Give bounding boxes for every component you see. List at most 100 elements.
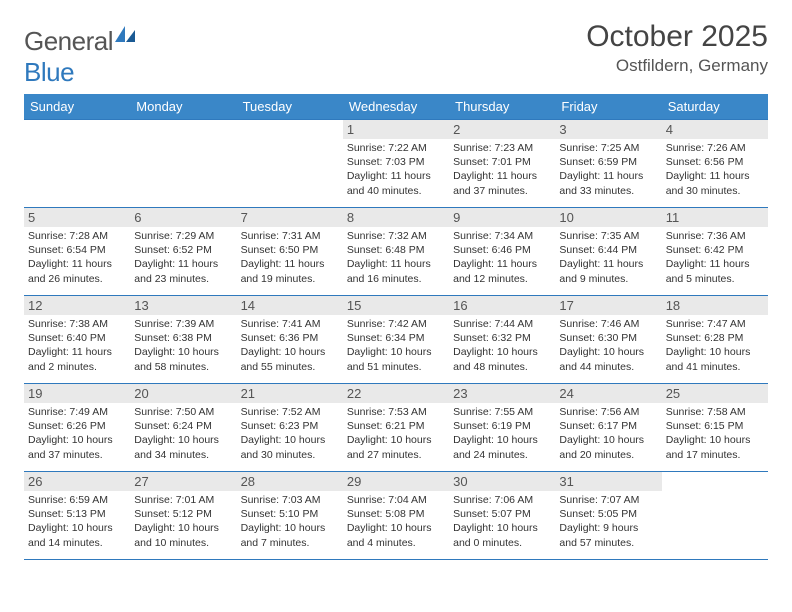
daylight-line: Daylight: 10 hours and 27 minutes. — [347, 433, 445, 461]
daylight-line: Daylight: 11 hours and 23 minutes. — [134, 257, 232, 285]
dow-row: Sunday Monday Tuesday Wednesday Thursday… — [24, 94, 768, 120]
daylight-line: Daylight: 11 hours and 30 minutes. — [666, 169, 764, 197]
sunrise-line: Sunrise: 7:38 AM — [28, 317, 126, 331]
sunrise-line: Sunrise: 7:47 AM — [666, 317, 764, 331]
day-cell: 16Sunrise: 7:44 AMSunset: 6:32 PMDayligh… — [449, 296, 555, 384]
title-block: October 2025 Ostfildern, Germany — [586, 20, 768, 76]
week-row: 19 Sunrise: 7:49 AMSunset: 6:26 PMDayligh… — [24, 384, 768, 472]
day-info: Sunrise: 7:22 AMSunset: 7:03 PMDaylight:… — [347, 141, 445, 198]
sunset-line: Sunset: 6:44 PM — [559, 243, 657, 257]
daylight-line: Daylight: 10 hours and 17 minutes. — [666, 433, 764, 461]
day-cell: 12Sunrise: 7:38 AMSunset: 6:40 PMDayligh… — [24, 296, 130, 384]
day-number: 26 — [24, 472, 130, 491]
location: Ostfildern, Germany — [586, 56, 768, 76]
daylight-line: Daylight: 10 hours and 20 minutes. — [559, 433, 657, 461]
daylight-line: Daylight: 11 hours and 9 minutes. — [559, 257, 657, 285]
sunrise-line: Sunrise: 7:03 AM — [241, 493, 339, 507]
sail-icon — [113, 24, 137, 44]
day-info: Sunrise: 7:49 AMSunset: 6:26 PMDaylight:… — [28, 405, 126, 462]
daylight-line: Daylight: 10 hours and 37 minutes. — [28, 433, 126, 461]
sunset-line: Sunset: 5:10 PM — [241, 507, 339, 521]
sunrise-line: Sunrise: 7:42 AM — [347, 317, 445, 331]
day-cell: 22Sunrise: 7:53 AMSunset: 6:21 PMDayligh… — [343, 384, 449, 472]
day-info: Sunrise: 7:50 AMSunset: 6:24 PMDaylight:… — [134, 405, 232, 462]
daylight-line: Daylight: 10 hours and 24 minutes. — [453, 433, 551, 461]
sunset-line: Sunset: 5:08 PM — [347, 507, 445, 521]
dow-saturday: Saturday — [662, 94, 768, 120]
day-info: Sunrise: 7:06 AMSunset: 5:07 PMDaylight:… — [453, 493, 551, 550]
sunset-line: Sunset: 6:56 PM — [666, 155, 764, 169]
day-number: 11 — [662, 208, 768, 227]
day-cell: 23 Sunrise: 7:55 AMSunset: 6:19 PMDayligh… — [449, 384, 555, 472]
day-number: 23 — [449, 384, 555, 403]
day-number: 27 — [130, 472, 236, 491]
sunrise-line: Sunrise: 7:41 AM — [241, 317, 339, 331]
day-cell: 10Sunrise: 7:35 AMSunset: 6:44 PMDayligh… — [555, 208, 661, 296]
sunset-line: Sunset: 6:50 PM — [241, 243, 339, 257]
sunrise-line: Sunrise: 7:06 AM — [453, 493, 551, 507]
day-cell — [24, 120, 130, 208]
calendar-table: Sunday Monday Tuesday Wednesday Thursday… — [24, 94, 768, 560]
daylight-line: Daylight: 11 hours and 33 minutes. — [559, 169, 657, 197]
day-number: 6 — [130, 208, 236, 227]
sunset-line: Sunset: 6:54 PM — [28, 243, 126, 257]
day-cell: 18Sunrise: 7:47 AMSunset: 6:28 PMDayligh… — [662, 296, 768, 384]
daylight-line: Daylight: 11 hours and 19 minutes. — [241, 257, 339, 285]
sunrise-line: Sunrise: 7:55 AM — [453, 405, 551, 419]
sunset-line: Sunset: 6:36 PM — [241, 331, 339, 345]
day-info: Sunrise: 7:38 AMSunset: 6:40 PMDaylight:… — [28, 317, 126, 374]
day-number: 20 — [130, 384, 236, 403]
sunset-line: Sunset: 6:52 PM — [134, 243, 232, 257]
day-info: Sunrise: 7:58 AMSunset: 6:15 PMDaylight:… — [666, 405, 764, 462]
day-info: Sunrise: 7:01 AMSunset: 5:12 PMDaylight:… — [134, 493, 232, 550]
day-cell: 13Sunrise: 7:39 AMSunset: 6:38 PMDayligh… — [130, 296, 236, 384]
day-info: Sunrise: 7:55 AMSunset: 6:19 PMDaylight:… — [453, 405, 551, 462]
day-number: 5 — [24, 208, 130, 227]
day-number: 4 — [662, 120, 768, 139]
sunset-line: Sunset: 6:26 PM — [28, 419, 126, 433]
sunrise-line: Sunrise: 7:53 AM — [347, 405, 445, 419]
day-number: 24 — [555, 384, 661, 403]
daylight-line: Daylight: 10 hours and 48 minutes. — [453, 345, 551, 373]
sunrise-line: Sunrise: 7:23 AM — [453, 141, 551, 155]
day-number: 8 — [343, 208, 449, 227]
daylight-line: Daylight: 11 hours and 5 minutes. — [666, 257, 764, 285]
day-number: 10 — [555, 208, 661, 227]
day-cell: 14Sunrise: 7:41 AMSunset: 6:36 PMDayligh… — [237, 296, 343, 384]
sunset-line: Sunset: 6:32 PM — [453, 331, 551, 345]
day-cell: 20 Sunrise: 7:50 AMSunset: 6:24 PMDayligh… — [130, 384, 236, 472]
dow-tuesday: Tuesday — [237, 94, 343, 120]
sunset-line: Sunset: 6:15 PM — [666, 419, 764, 433]
day-info: Sunrise: 7:36 AMSunset: 6:42 PMDaylight:… — [666, 229, 764, 286]
sunrise-line: Sunrise: 7:39 AM — [134, 317, 232, 331]
day-cell: 25Sunrise: 7:58 AMSunset: 6:15 PMDayligh… — [662, 384, 768, 472]
day-info: Sunrise: 7:07 AMSunset: 5:05 PMDaylight:… — [559, 493, 657, 550]
day-number: 3 — [555, 120, 661, 139]
day-number: 30 — [449, 472, 555, 491]
sunrise-line: Sunrise: 7:26 AM — [666, 141, 764, 155]
sunrise-line: Sunrise: 7:28 AM — [28, 229, 126, 243]
sunset-line: Sunset: 6:21 PM — [347, 419, 445, 433]
sunset-line: Sunset: 6:19 PM — [453, 419, 551, 433]
day-cell: 6Sunrise: 7:29 AMSunset: 6:52 PMDaylight… — [130, 208, 236, 296]
dow-thursday: Thursday — [449, 94, 555, 120]
sunset-line: Sunset: 6:42 PM — [666, 243, 764, 257]
dow-monday: Monday — [130, 94, 236, 120]
daylight-line: Daylight: 10 hours and 0 minutes. — [453, 521, 551, 549]
daylight-line: Daylight: 11 hours and 37 minutes. — [453, 169, 551, 197]
day-cell: 9Sunrise: 7:34 AMSunset: 6:46 PMDaylight… — [449, 208, 555, 296]
day-number: 7 — [237, 208, 343, 227]
day-info: Sunrise: 7:32 AMSunset: 6:48 PMDaylight:… — [347, 229, 445, 286]
daylight-line: Daylight: 10 hours and 14 minutes. — [28, 521, 126, 549]
daylight-line: Daylight: 10 hours and 7 minutes. — [241, 521, 339, 549]
sunrise-line: Sunrise: 7:58 AM — [666, 405, 764, 419]
daylight-line: Daylight: 11 hours and 16 minutes. — [347, 257, 445, 285]
day-cell: 31Sunrise: 7:07 AMSunset: 5:05 PMDayligh… — [555, 472, 661, 560]
day-number: 9 — [449, 208, 555, 227]
day-number: 19 — [24, 384, 130, 403]
week-row: 26Sunrise: 6:59 AMSunset: 5:13 PMDayligh… — [24, 472, 768, 560]
sunrise-line: Sunrise: 7:04 AM — [347, 493, 445, 507]
day-info: Sunrise: 7:03 AMSunset: 5:10 PMDaylight:… — [241, 493, 339, 550]
day-number: 18 — [662, 296, 768, 315]
daylight-line: Daylight: 10 hours and 58 minutes. — [134, 345, 232, 373]
